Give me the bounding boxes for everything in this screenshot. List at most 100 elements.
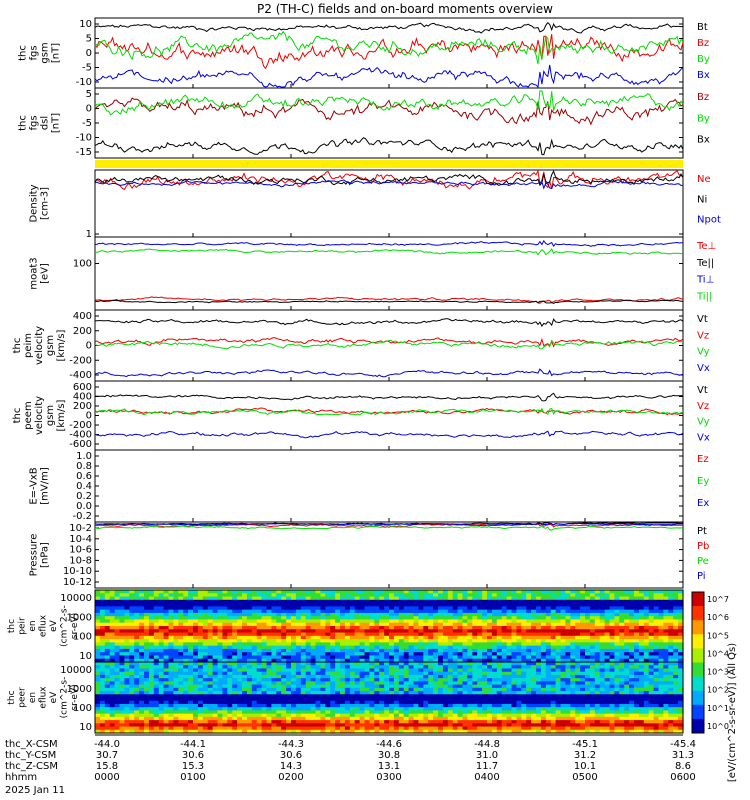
spectrogram-cell	[477, 658, 483, 663]
spectrogram-cell	[496, 652, 503, 657]
spectrogram-cell	[604, 694, 611, 699]
spectrogram-cell	[119, 687, 125, 692]
spectrogram-cell	[286, 606, 292, 611]
spectrogram-cell	[428, 671, 434, 676]
spectrogram-cell	[148, 713, 155, 718]
spectrogram-cell	[251, 632, 258, 637]
spectrogram-cell	[589, 700, 596, 705]
spectrogram-cell	[629, 691, 635, 695]
spectrogram-cell	[408, 687, 415, 692]
spectrogram-cell	[354, 665, 361, 670]
spectrogram-cell	[624, 668, 630, 673]
spectrogram-cell	[354, 697, 361, 702]
spectrogram-cell	[536, 639, 542, 643]
spectrogram-cell	[197, 603, 204, 607]
spectrogram-cell	[555, 609, 562, 614]
spectrogram-cell	[540, 609, 547, 614]
spectrogram-cell	[109, 622, 116, 627]
spectrogram-cell	[467, 674, 473, 679]
spectrogram-cell	[261, 710, 268, 715]
spectrogram-cell	[575, 648, 581, 653]
spectrogram-cell	[335, 700, 341, 705]
spectrogram-cell	[516, 593, 522, 598]
spectrogram-cell	[95, 619, 101, 624]
spectrogram-cell	[124, 678, 130, 682]
spectrogram-cell	[261, 590, 268, 594]
spectrogram-cell	[482, 655, 488, 660]
spectrogram-cell	[638, 642, 645, 647]
spectrogram-cell	[550, 652, 557, 657]
spectrogram-cell	[207, 694, 214, 699]
spectrogram-cell	[222, 616, 228, 621]
spectrogram-cell	[207, 703, 214, 708]
spectrogram-cell	[540, 622, 547, 627]
spectrogram-cell	[119, 681, 125, 686]
spectrogram-cell	[609, 609, 615, 614]
spectrogram-cell	[550, 593, 557, 598]
spectrogram-cell	[300, 629, 307, 634]
spectrogram-cell	[212, 703, 219, 708]
spectrogram-cell	[183, 700, 189, 705]
spectrogram-cell	[663, 691, 669, 695]
spectrogram-cell	[202, 684, 209, 689]
spectrogram-cell	[462, 609, 468, 614]
spectrogram-cell	[398, 681, 405, 686]
spectrogram-cell	[119, 665, 125, 670]
spectrogram-cell	[344, 655, 351, 660]
spectrogram-cell	[256, 700, 263, 705]
spectrogram-cell	[545, 658, 552, 663]
spectrogram-cell	[384, 645, 390, 650]
spectrogram-cell	[389, 700, 395, 705]
spectrogram-cell	[580, 697, 586, 702]
spectrogram-cell	[266, 619, 272, 624]
spectrogram-cell	[398, 609, 405, 614]
spectrogram-cell	[580, 652, 586, 657]
spectrogram-cell	[516, 697, 522, 702]
spectrogram-cell	[496, 687, 503, 692]
spectrogram-cell	[315, 668, 321, 673]
spectrogram-cell	[491, 671, 498, 676]
spectrogram-cell	[408, 668, 415, 673]
spectrogram-cell	[668, 655, 674, 660]
spectrogram-cell	[428, 697, 434, 702]
spectrogram-cell	[408, 596, 415, 601]
spectrogram-cell	[389, 635, 395, 640]
spectrogram-cell	[423, 671, 429, 676]
spectrogram-cell	[413, 671, 419, 676]
spectrogram-cell	[467, 694, 473, 699]
spectrogram-cell	[315, 655, 321, 660]
spectrogram-cell	[457, 710, 464, 715]
spectrogram-cell	[325, 606, 331, 611]
panel-ylabel: velocity	[34, 396, 45, 435]
spectrogram-cell	[222, 691, 228, 695]
spectrogram-cell	[472, 678, 478, 682]
spectrogram-cell	[678, 700, 684, 705]
spectrogram-cell	[217, 642, 223, 647]
spectrogram-cell	[619, 681, 625, 686]
spectrogram-cell	[506, 648, 513, 653]
spectrogram-cell	[104, 694, 111, 699]
spectrogram-cell	[379, 626, 385, 630]
spectrogram-cell	[638, 616, 645, 621]
spectrogram-cell	[496, 645, 503, 650]
spectrogram-cell	[119, 629, 125, 634]
spectrogram-cell	[212, 639, 219, 643]
spectrogram-cell	[540, 697, 547, 702]
spectrogram-cell	[526, 609, 532, 614]
spectrogram-cell	[428, 639, 434, 643]
spectrogram-cell	[604, 713, 611, 718]
spectrogram-cell	[555, 606, 562, 611]
spectrogram-cell	[418, 593, 424, 598]
spectrogram-cell	[134, 603, 140, 607]
spectrogram-cell	[438, 616, 444, 621]
spectrogram-cell	[237, 596, 243, 601]
spectrogram-cell	[183, 642, 189, 647]
spectrogram-cell	[266, 616, 272, 621]
spectrogram-cell	[354, 700, 361, 705]
spectrogram-cell	[119, 639, 125, 643]
spectrogram-cell	[629, 626, 635, 630]
spectrogram-cell	[139, 612, 145, 617]
spectrogram-cell	[408, 652, 415, 657]
spectrogram-cell	[139, 606, 145, 611]
spectrogram-cell	[678, 681, 684, 686]
